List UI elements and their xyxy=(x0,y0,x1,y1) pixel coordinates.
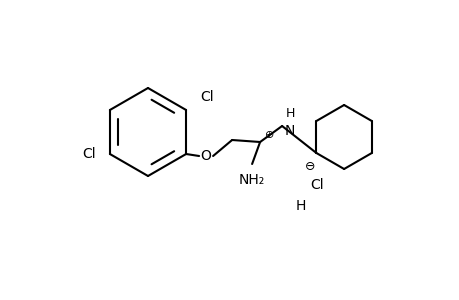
Text: O: O xyxy=(200,149,211,163)
Text: H: H xyxy=(285,107,294,120)
Text: Cl: Cl xyxy=(309,178,323,192)
Text: Cl: Cl xyxy=(82,147,95,161)
Text: N: N xyxy=(284,124,295,138)
Text: NH₂: NH₂ xyxy=(239,173,265,187)
Text: ⊕: ⊕ xyxy=(264,130,274,140)
Text: H: H xyxy=(295,199,306,213)
Text: ⊖: ⊖ xyxy=(304,160,314,173)
Text: Cl: Cl xyxy=(200,90,213,104)
